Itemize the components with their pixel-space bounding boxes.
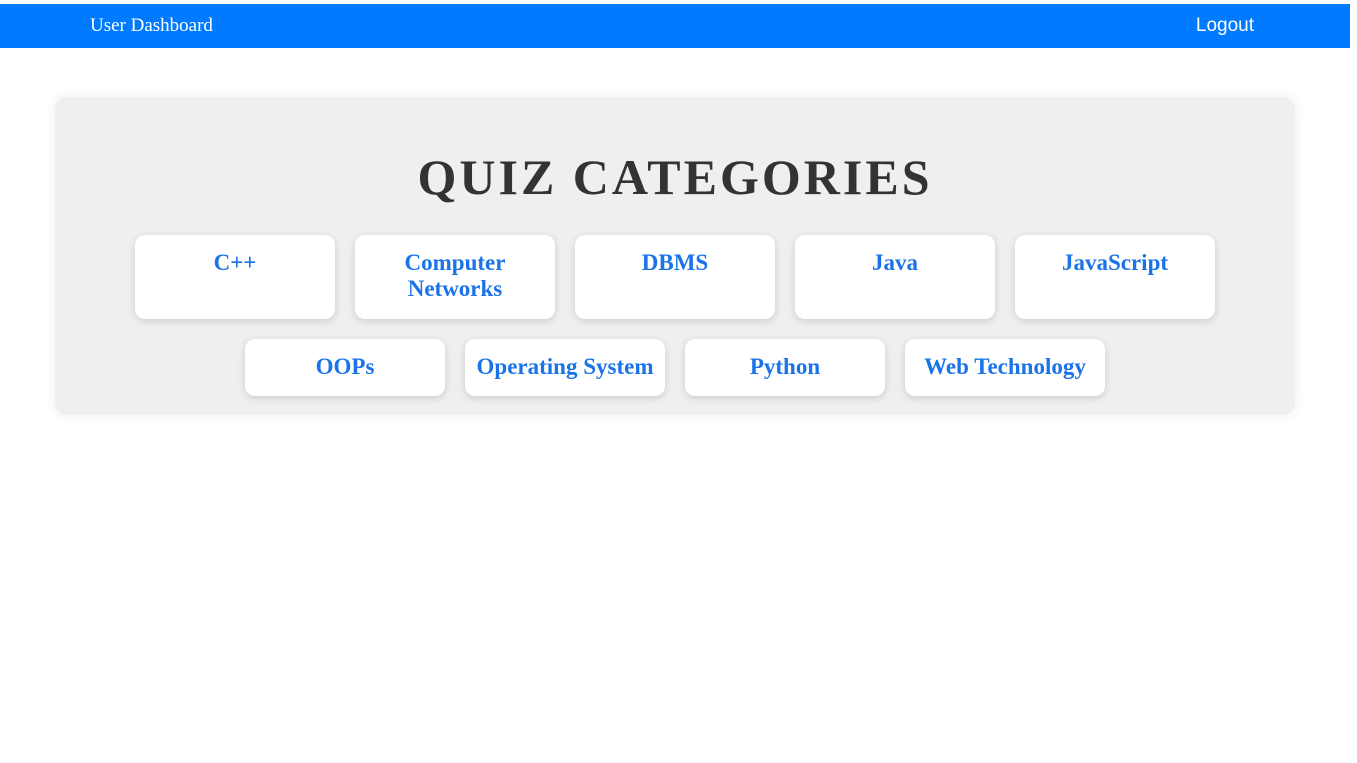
category-card-python[interactable]: Python <box>685 339 885 396</box>
category-card-javascript[interactable]: JavaScript <box>1015 235 1215 319</box>
category-card-operating-system[interactable]: Operating System <box>465 339 665 396</box>
top-navbar: User Dashboard Logout <box>0 4 1350 48</box>
category-card-dbms[interactable]: DBMS <box>575 235 775 319</box>
category-card-computer-networks[interactable]: Computer Networks <box>355 235 555 319</box>
category-card-cpp[interactable]: C++ <box>135 235 335 319</box>
category-row-2: OOPs Operating System Python Web Technol… <box>55 339 1295 396</box>
user-dashboard-link[interactable]: User Dashboard <box>90 15 213 36</box>
category-card-java[interactable]: Java <box>795 235 995 319</box>
logout-link[interactable]: Logout <box>1195 15 1254 36</box>
category-card-web-technology[interactable]: Web Technology <box>905 339 1105 396</box>
quiz-categories-panel: QUIZ CATEGORIES C++ Computer Networks DB… <box>55 97 1295 415</box>
category-row-1: C++ Computer Networks DBMS Java JavaScri… <box>55 235 1295 319</box>
category-card-oops[interactable]: OOPs <box>245 339 445 396</box>
page-title: QUIZ CATEGORIES <box>417 149 933 205</box>
